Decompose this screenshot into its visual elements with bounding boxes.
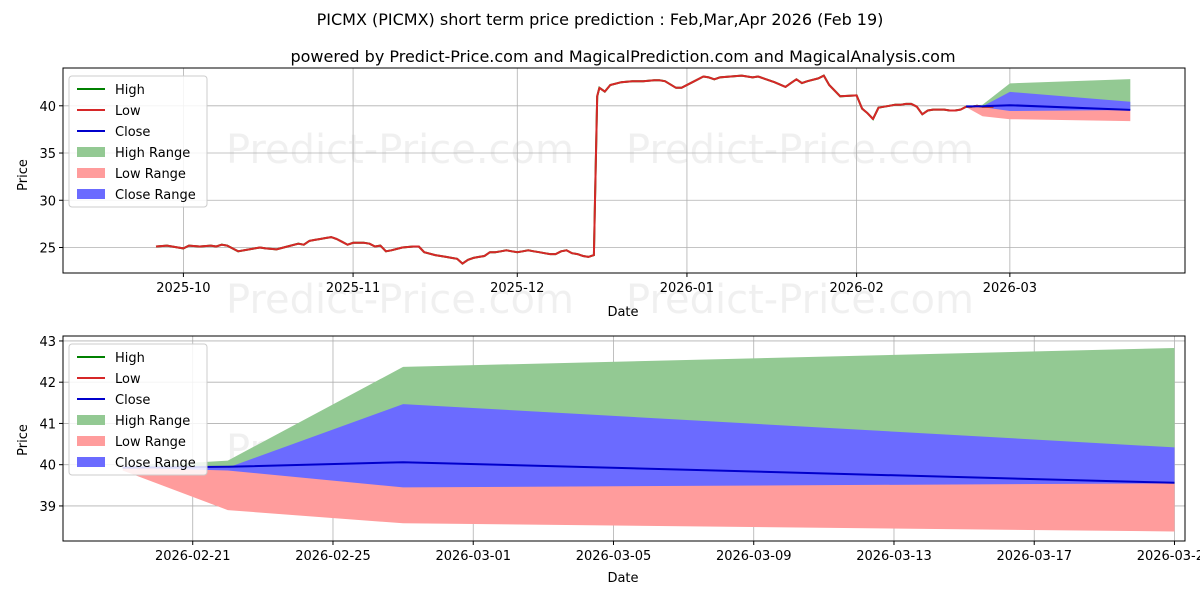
top-panel: Predict-Price.com Predict-Price.com Pred… — [16, 67, 1186, 323]
top-x-axis-label: Date — [607, 305, 638, 320]
watermark: Predict-Price.com — [626, 277, 974, 323]
legend-label-close-range: Close Range — [115, 188, 196, 203]
close-range-area — [122, 404, 1175, 488]
y-tick-label: 25 — [39, 241, 56, 256]
legend-label-high: High — [115, 351, 145, 366]
x-tick-label: 2026-03-09 — [716, 549, 792, 564]
x-tick-label: 2026-03-05 — [576, 549, 652, 564]
legend-swatch-low-range — [77, 436, 105, 446]
x-tick-label: 2025-12 — [490, 281, 544, 296]
x-tick-label: 2026-03-13 — [856, 549, 932, 564]
y-tick-label: 42 — [39, 376, 56, 391]
top-ticks: 2025-10 2025-11 2025-12 2026-01 2026-02 2026-… — [39, 100, 1037, 296]
bottom-y-axis-label: Price — [16, 424, 31, 456]
low-range-area — [966, 106, 1131, 122]
legend-label-low-range: Low Range — [115, 435, 186, 450]
x-tick-label: 2025-10 — [156, 281, 210, 296]
x-tick-label: 2026-01 — [660, 281, 714, 296]
legend-label-low-range: Low Range — [115, 167, 186, 182]
bottom-legend: High Low Close High Range Low Range Close Ran… — [68, 343, 208, 476]
x-tick-label: 2026-03-01 — [435, 549, 511, 564]
legend-label-low: Low — [115, 104, 141, 119]
legend-label-high-range: High Range — [115, 146, 190, 161]
legend-label-close: Close — [115, 393, 150, 408]
legend-label-low: Low — [115, 372, 141, 387]
y-tick-label: 30 — [39, 194, 56, 209]
y-tick-label: 40 — [39, 100, 56, 115]
top-axes-frame — [62, 67, 1186, 274]
legend-label-close: Close — [115, 125, 150, 140]
chart-title: PICMX (PICMX) short term price predictio… — [317, 10, 884, 29]
y-tick-label: 43 — [39, 335, 56, 350]
x-tick-label: 2026-02-25 — [295, 549, 371, 564]
top-y-axis-label: Price — [16, 159, 31, 191]
y-tick-label: 39 — [39, 500, 56, 515]
x-tick-label: 2025-11 — [326, 281, 380, 296]
legend-swatch-close-range — [77, 189, 105, 199]
legend-swatch-close-range — [77, 457, 105, 467]
top-series — [155, 74, 1131, 265]
x-tick-label: 2026-03-17 — [996, 549, 1072, 564]
x-tick-label: 2026-02 — [829, 281, 883, 296]
bottom-axes-frame — [62, 335, 1186, 542]
legend-label-high: High — [115, 83, 145, 98]
bottom-x-axis-label: Date — [607, 571, 638, 586]
x-tick-label: 2026-02-21 — [155, 549, 231, 564]
legend-label-close-range: Close Range — [115, 456, 196, 471]
legend-swatch-high-range — [77, 415, 105, 425]
top-legend: High Low Close High Range Low Range Close Ran… — [68, 75, 208, 208]
y-tick-label: 41 — [39, 417, 56, 432]
legend-swatch-high-range — [77, 147, 105, 157]
bottom-panel: Predict-Price.com Predict-Price.com 2026… — [16, 335, 1200, 586]
y-tick-label: 35 — [39, 147, 56, 162]
bottom-ticks: 2026-02-21 2026-02-25 2026-03-01 2026-03-05… — [39, 335, 1200, 564]
legend-label-high-range: High Range — [115, 414, 190, 429]
x-tick-label: 2026-03-21 — [1137, 549, 1200, 564]
watermark: Predict-Price.com — [226, 277, 574, 323]
bottom-series — [122, 348, 1175, 532]
watermark: Predict-Price.com — [626, 127, 974, 173]
legend-swatch-low-range — [77, 168, 105, 178]
low-line — [155, 74, 994, 265]
chart-subtitle: powered by Predict-Price.com and Magical… — [290, 47, 955, 66]
close-line — [966, 104, 1131, 111]
x-tick-label: 2026-03 — [983, 281, 1037, 296]
y-tick-label: 40 — [39, 459, 56, 474]
watermark: Predict-Price.com — [226, 127, 574, 173]
